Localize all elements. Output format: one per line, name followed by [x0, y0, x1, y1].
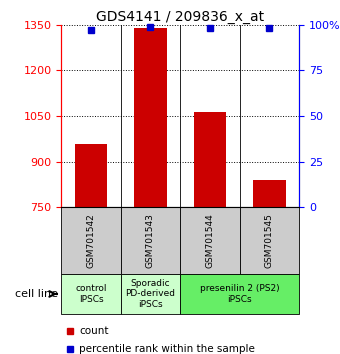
Bar: [121, 274, 180, 314]
Bar: [253, 180, 286, 207]
Text: presenilin 2 (PS2)
iPSCs: presenilin 2 (PS2) iPSCs: [200, 284, 279, 304]
Text: control
IPSCs: control IPSCs: [75, 284, 107, 304]
Bar: [121, 207, 180, 274]
Bar: [61, 274, 121, 314]
Text: GSM701542: GSM701542: [86, 213, 96, 268]
Text: GSM701545: GSM701545: [265, 213, 274, 268]
Bar: [180, 207, 240, 274]
Text: count: count: [79, 326, 108, 336]
Bar: [74, 143, 107, 207]
Bar: [61, 207, 121, 274]
Bar: [240, 207, 299, 274]
Text: percentile rank within the sample: percentile rank within the sample: [79, 344, 255, 354]
Title: GDS4141 / 209836_x_at: GDS4141 / 209836_x_at: [96, 10, 264, 24]
Text: Sporadic
PD-derived
iPSCs: Sporadic PD-derived iPSCs: [125, 279, 175, 309]
Text: GSM701543: GSM701543: [146, 213, 155, 268]
Bar: [134, 28, 167, 207]
Text: cell line: cell line: [15, 289, 58, 299]
Bar: [180, 274, 299, 314]
Text: GSM701544: GSM701544: [205, 213, 215, 268]
Bar: [193, 112, 226, 207]
